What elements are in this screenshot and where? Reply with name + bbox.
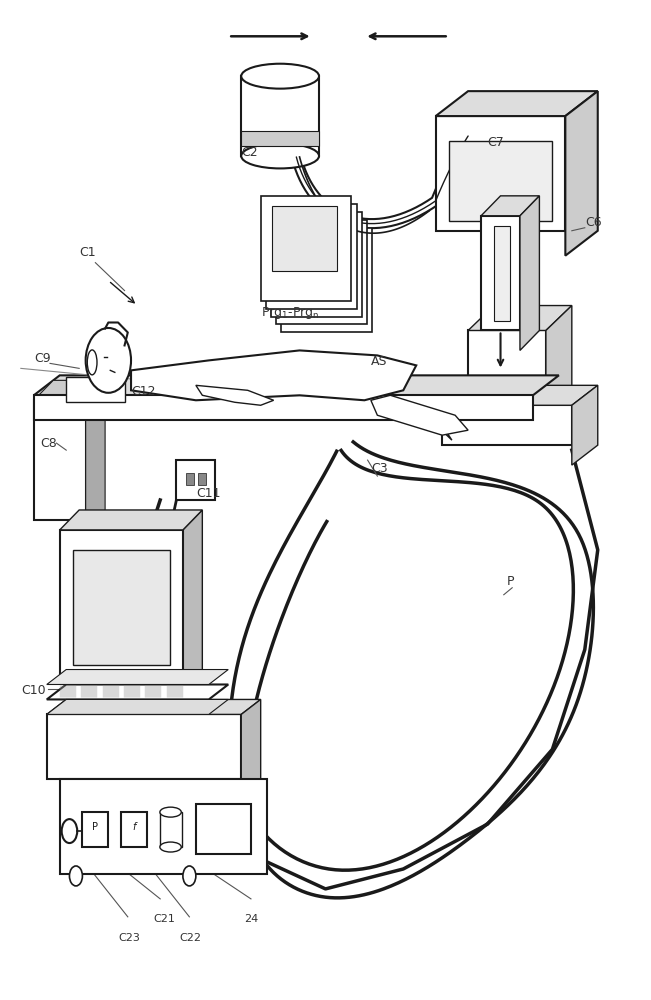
Bar: [442, 405, 572, 445]
Bar: [160, 812, 182, 847]
Text: P: P: [92, 822, 98, 832]
Bar: [242, 131, 319, 146]
Text: C22: C22: [180, 933, 202, 943]
Ellipse shape: [242, 143, 319, 168]
Polygon shape: [60, 510, 202, 530]
Bar: [481, 216, 520, 330]
Ellipse shape: [242, 64, 319, 89]
Polygon shape: [436, 91, 598, 116]
Polygon shape: [468, 306, 572, 330]
Bar: [34, 400, 86, 520]
Polygon shape: [34, 380, 105, 400]
Text: C9: C9: [34, 352, 50, 365]
Bar: [272, 206, 337, 271]
Polygon shape: [183, 510, 202, 699]
Polygon shape: [34, 395, 533, 420]
Ellipse shape: [160, 842, 181, 852]
Polygon shape: [371, 395, 468, 435]
Polygon shape: [572, 385, 598, 465]
Circle shape: [70, 866, 83, 886]
Text: C2: C2: [242, 146, 258, 159]
Ellipse shape: [86, 328, 131, 393]
Text: $\rm{Prg_1}$-$\rm{Prg_n}$: $\rm{Prg_1}$-$\rm{Prg_n}$: [260, 305, 320, 321]
Circle shape: [62, 819, 77, 843]
Bar: [186, 473, 194, 485]
Text: C7: C7: [488, 136, 505, 149]
Bar: [121, 812, 147, 847]
Polygon shape: [196, 385, 273, 405]
Text: C1: C1: [79, 246, 96, 259]
Text: 24: 24: [245, 914, 258, 924]
Text: C10: C10: [21, 684, 46, 697]
Bar: [198, 473, 206, 485]
Bar: [196, 804, 251, 854]
Text: C23: C23: [118, 933, 140, 943]
Polygon shape: [47, 670, 229, 684]
Bar: [271, 212, 362, 317]
Polygon shape: [47, 684, 229, 699]
Ellipse shape: [160, 807, 181, 817]
Polygon shape: [131, 350, 416, 400]
Ellipse shape: [87, 350, 97, 375]
Bar: [436, 116, 565, 231]
Bar: [266, 204, 357, 309]
Text: C3: C3: [371, 462, 387, 475]
Bar: [242, 76, 319, 156]
Bar: [281, 228, 372, 332]
Text: C6: C6: [585, 216, 602, 229]
Bar: [494, 226, 510, 320]
Polygon shape: [546, 306, 572, 430]
Circle shape: [183, 866, 196, 886]
Polygon shape: [520, 196, 540, 350]
Polygon shape: [47, 699, 260, 714]
Text: P: P: [507, 575, 514, 588]
Polygon shape: [442, 385, 598, 405]
Text: C11: C11: [196, 487, 220, 500]
Polygon shape: [34, 375, 559, 395]
Polygon shape: [47, 699, 229, 714]
Polygon shape: [565, 91, 598, 256]
Text: AS: AS: [371, 355, 387, 368]
Bar: [47, 714, 242, 779]
Text: f: f: [133, 822, 136, 832]
Polygon shape: [416, 405, 452, 440]
Bar: [60, 779, 267, 874]
Bar: [73, 550, 170, 665]
Text: C12: C12: [131, 385, 156, 398]
Bar: [66, 377, 124, 402]
Text: C21: C21: [154, 914, 176, 924]
Bar: [449, 141, 553, 221]
Polygon shape: [86, 380, 105, 540]
Bar: [260, 196, 352, 301]
Polygon shape: [242, 699, 260, 794]
Polygon shape: [481, 196, 540, 216]
Bar: [276, 220, 367, 324]
Bar: [83, 812, 108, 847]
Text: C8: C8: [40, 437, 57, 450]
Bar: [176, 460, 215, 500]
Bar: [60, 530, 183, 680]
Bar: [468, 330, 546, 405]
